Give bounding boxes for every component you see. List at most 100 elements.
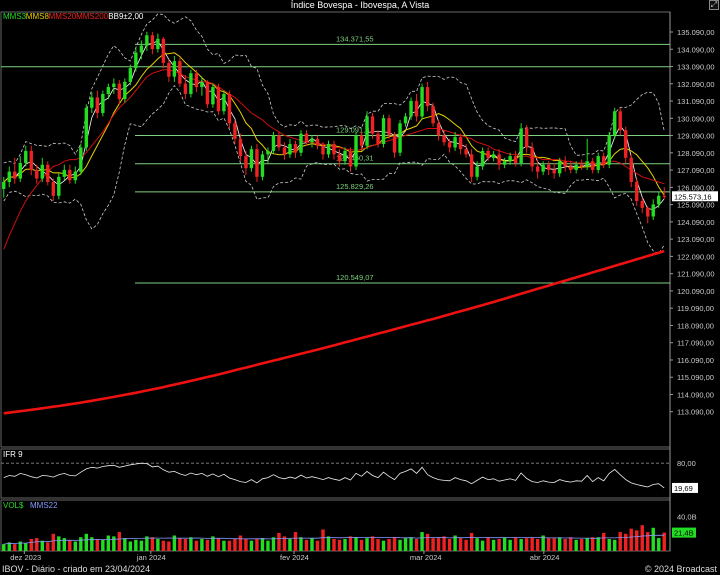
candle	[491, 154, 496, 158]
candle	[260, 154, 265, 177]
candle	[348, 150, 353, 167]
y-tick-label: 116.090,00	[677, 356, 714, 365]
candle	[227, 93, 232, 124]
volume-bar	[189, 537, 193, 551]
candle	[117, 83, 122, 100]
candle	[398, 123, 402, 153]
volume-bar	[475, 538, 479, 551]
volume-bar	[326, 536, 331, 551]
candle	[469, 154, 474, 177]
volume-bar	[123, 538, 127, 551]
candle	[624, 130, 628, 158]
x-tick-label: dez 2023	[10, 553, 41, 562]
volume-bar	[535, 538, 540, 551]
y-tick-label: 132.090,00	[677, 80, 715, 89]
candle	[304, 133, 309, 143]
candle	[480, 150, 485, 167]
y-tick-label: 118.090,00	[677, 321, 714, 330]
volume-bar	[13, 544, 17, 551]
volume-bar	[359, 539, 364, 551]
candle	[574, 164, 578, 170]
volume-bar	[332, 538, 336, 551]
volume-bar	[613, 539, 617, 551]
mms8-line	[3, 52, 665, 196]
volume-bar	[530, 537, 534, 551]
volume-bar	[315, 540, 320, 551]
volume-bar	[79, 537, 83, 551]
legend-item: MMS200	[76, 12, 109, 21]
candle	[205, 81, 210, 105]
candle	[420, 87, 424, 117]
volume-bar	[178, 538, 182, 551]
candle	[436, 123, 441, 136]
candle	[585, 161, 589, 167]
candle	[24, 150, 28, 164]
volume-bar	[376, 538, 380, 551]
volume-bar	[172, 535, 177, 551]
volume-bar	[640, 525, 644, 551]
candle	[646, 207, 650, 217]
volume-bar	[431, 538, 435, 551]
volume-bar	[370, 536, 375, 551]
candle	[409, 100, 413, 117]
candle	[7, 171, 11, 182]
candle	[579, 164, 584, 167]
candle	[370, 116, 375, 134]
candle	[635, 181, 639, 201]
candle	[106, 87, 111, 94]
legend-item: BB9±2,00	[108, 12, 144, 21]
candle	[112, 83, 116, 88]
volume-bar	[403, 538, 408, 551]
candle	[321, 145, 325, 155]
mms200-line	[3, 249, 665, 415]
candle	[552, 169, 556, 174]
candle	[139, 45, 144, 53]
candle	[167, 62, 171, 77]
volume-bar	[343, 538, 347, 551]
candle	[29, 150, 33, 170]
candle	[431, 106, 435, 124]
candle	[651, 204, 655, 217]
volume-bar	[541, 535, 545, 551]
candle	[249, 149, 254, 169]
candle	[46, 164, 50, 182]
volume-bar	[436, 538, 441, 551]
candle	[299, 133, 303, 153]
candle	[101, 93, 105, 113]
maximize-icon[interactable]: ⤢	[709, 0, 719, 10]
volume-last-box	[672, 527, 696, 538]
candle	[194, 73, 199, 88]
volume-bar	[442, 536, 446, 551]
candle	[519, 128, 523, 164]
volume-bar	[392, 537, 397, 551]
volume-bar	[29, 538, 33, 551]
candle	[18, 163, 22, 179]
volume-bar	[381, 540, 386, 551]
y-tick-label: 124.090,00	[677, 218, 715, 227]
candle	[601, 156, 606, 165]
legend-item: MMS3	[3, 12, 27, 21]
volume-bar	[596, 537, 600, 551]
y-tick-label: 113.090,00	[677, 408, 714, 417]
volume-bar	[139, 540, 144, 551]
volume-bar	[101, 539, 105, 551]
y-tick-label: 128.090,00	[677, 149, 715, 158]
candle	[51, 181, 55, 196]
volume-bar	[464, 539, 468, 551]
volume-bar	[150, 537, 155, 551]
y-tick-label: 134.090,00	[677, 45, 715, 54]
candle	[293, 144, 298, 153]
y-tick-label: 114.090,00	[677, 390, 714, 399]
volume-bar	[486, 537, 490, 551]
y-tick-label: 115.090,00	[677, 373, 714, 382]
volume-bar	[409, 537, 413, 551]
y-tick-label: 126.090,00	[677, 183, 715, 192]
volume-bar	[524, 538, 529, 551]
volume-bar	[304, 539, 309, 551]
candle	[222, 93, 226, 112]
candle	[123, 81, 127, 100]
volume-bar	[585, 538, 589, 551]
candle	[387, 118, 391, 136]
candle	[563, 161, 567, 167]
